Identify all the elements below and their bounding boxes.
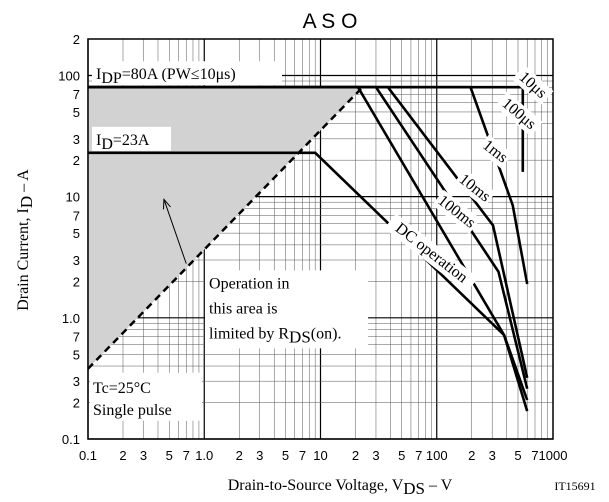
y-tick-label: 1.0 (62, 311, 80, 326)
x-tick-label: 3 (140, 448, 147, 463)
x-tick-label: 3 (372, 448, 379, 463)
conditions-text: Single pulse (93, 402, 172, 419)
x-tick-label: 7 (299, 448, 306, 463)
y-tick-label: 7 (73, 208, 80, 223)
y-tick-label: 2 (73, 274, 80, 289)
y-tick-label: 5 (73, 347, 80, 362)
y-tick-label: 3 (73, 132, 80, 147)
x-tick-label: 2 (236, 448, 243, 463)
annotation-line: Operation in (209, 275, 289, 292)
x-tick-label: 0.1 (79, 448, 97, 463)
y-tick-label: 5 (73, 105, 80, 120)
y-tick-label: 3 (73, 374, 80, 389)
x-tick-label: 1000 (539, 448, 568, 463)
y-tick-label: 2 (73, 396, 80, 411)
y-axis-label-tail: – A (15, 169, 32, 196)
y-axis-label-sub: D (17, 196, 36, 208)
y-tick-label: 3 (73, 253, 80, 268)
x-tick-label: 1.0 (195, 448, 213, 463)
y-tick-label: 7 (73, 330, 80, 345)
x-tick-label: 100 (426, 448, 448, 463)
x-tick-label: 5 (398, 448, 405, 463)
x-axis-label: Drain-to-Source Voltage, VDS – V (228, 477, 453, 498)
x-tick-label: 5 (282, 448, 289, 463)
x-tick-label: 3 (489, 448, 496, 463)
y-tick-label: 2 (73, 32, 80, 47)
annotation-line: this area is (209, 300, 277, 317)
y-tick-label: 7 (73, 87, 80, 102)
x-tick-label: 7 (183, 448, 190, 463)
y-axis-label-main: Drain Current, I (15, 208, 32, 311)
x-axis-label-main: Drain-to-Source Voltage, V (228, 477, 404, 494)
x-tick-label: 2 (119, 448, 126, 463)
y-tick-label: 10 (66, 190, 80, 205)
x-tick-label: 5 (514, 448, 521, 463)
x-axis-label-tail: – V (425, 477, 453, 494)
curve-label: 1ms (477, 135, 513, 169)
x-tick-label: 3 (256, 448, 263, 463)
x-axis-label-sub: DS (403, 479, 425, 498)
x-tick-label: 2 (352, 448, 359, 463)
chart-title: A S O (303, 10, 358, 33)
x-tick-label: 2 (468, 448, 475, 463)
x-tick-label: 7 (531, 448, 538, 463)
y-tick-label: 5 (73, 226, 80, 241)
x-tick-label: 10 (313, 448, 327, 463)
x-tick-label: 7 (415, 448, 422, 463)
code-label: IT15691 (554, 479, 595, 493)
x-tick-labels: 0.1 2 3 5 7 1.0 2 3 5 7 10 2 3 5 7 100 2 3 5 7 1000 (79, 448, 568, 463)
y-tick-label: 2 (73, 153, 80, 168)
y-tick-label: 0.1 (62, 432, 80, 447)
conditions-text: Tc=25°C (93, 380, 151, 397)
y-tick-label: 100 (58, 68, 80, 83)
y-tick-labels: 0.1 2 3 5 7 1.0 2 3 5 7 10 2 3 5 7 100 2 (58, 32, 80, 447)
y-axis-label: Drain Current, ID – A (15, 169, 36, 311)
x-tick-label: 5 (166, 448, 173, 463)
